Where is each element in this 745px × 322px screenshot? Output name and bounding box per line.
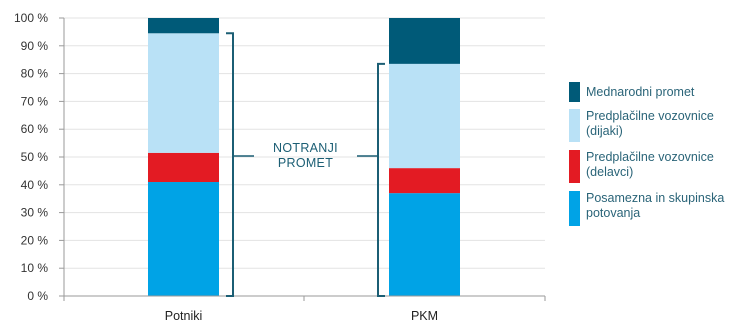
bar-segment <box>148 18 219 34</box>
y-tick-label: 40 % <box>21 178 49 192</box>
bar-segment <box>389 18 460 64</box>
x-category-label: PKM <box>411 309 438 322</box>
bar-segment <box>389 193 460 296</box>
legend-swatch <box>569 82 580 102</box>
legend-swatch <box>569 150 580 183</box>
bar-segment <box>389 168 460 194</box>
y-tick-label: 10 % <box>21 261 49 275</box>
x-axis: Potniki PKM <box>63 295 546 322</box>
y-tick-label: 100 % <box>14 11 48 25</box>
annotation-bracket <box>377 62 385 297</box>
bar-segment <box>148 182 219 296</box>
bar-segment <box>148 152 219 183</box>
x-category-label: Potniki <box>165 309 203 322</box>
y-tick-label: 80 % <box>21 67 49 81</box>
bar-segment <box>389 63 460 169</box>
annotation-bracket <box>226 32 234 297</box>
y-tick-label: 0 % <box>27 289 48 303</box>
legend-label: (delavci) <box>586 165 633 179</box>
legend-label: Posamezna in skupinska <box>586 191 724 205</box>
legend-swatch <box>569 191 580 226</box>
legend-swatch <box>569 109 580 142</box>
bar-segment <box>148 33 219 153</box>
y-tick-label: 20 % <box>21 233 49 247</box>
annotation-label: NOTRANJI <box>273 141 338 155</box>
y-tick-label: 50 % <box>21 150 49 164</box>
y-axis: 0 % 10 % 20 % 30 % 40 % 50 % 60 % 70 % 80 % 90 % 1… <box>14 11 65 303</box>
y-tick-label: 90 % <box>21 39 49 53</box>
legend-label: (dijaki) <box>586 124 623 138</box>
legend-label: Predplačilne vozovnice <box>586 109 714 123</box>
legend-label: Mednarodni promet <box>586 85 695 99</box>
legend-label: potovanja <box>586 206 640 220</box>
gridlines <box>64 17 545 269</box>
legend-label: Predplačilne vozovnice <box>586 150 714 164</box>
y-tick-label: 70 % <box>21 94 49 108</box>
y-tick-label: 60 % <box>21 122 49 136</box>
bars <box>148 18 460 296</box>
y-tick-label: 30 % <box>21 206 49 220</box>
annotation-label: PROMET <box>278 156 333 170</box>
